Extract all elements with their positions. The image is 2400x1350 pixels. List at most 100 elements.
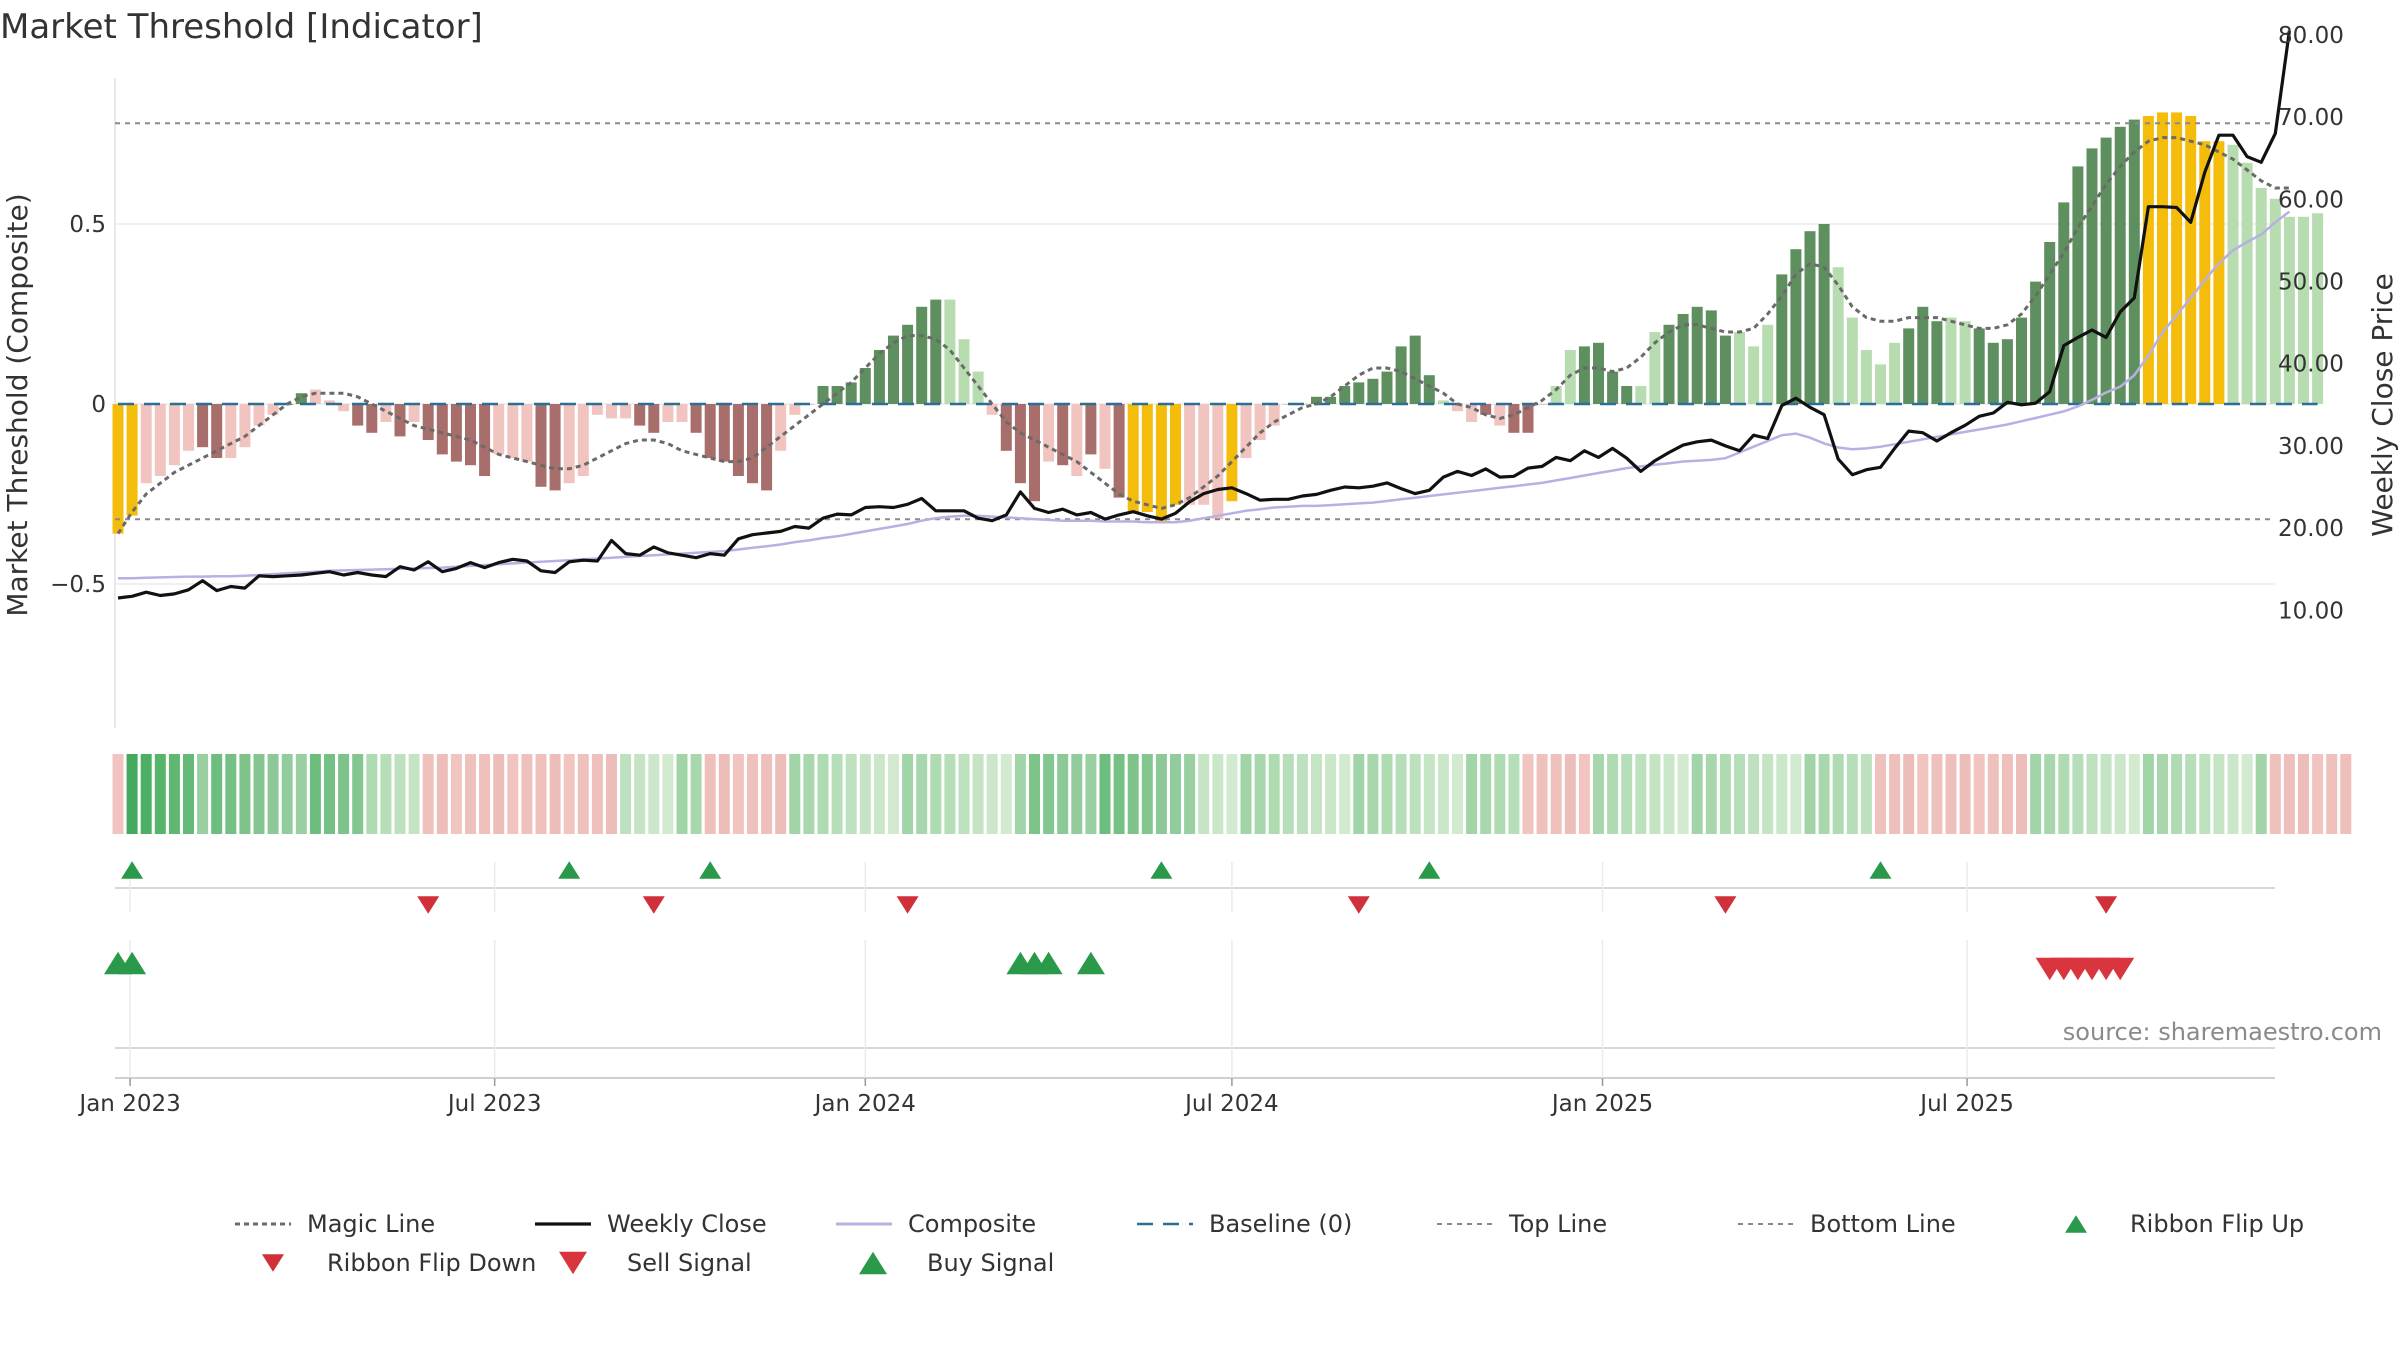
- ribbon-cell: [1522, 754, 1534, 834]
- x-tick-label: Jul 2024: [1183, 1091, 1279, 1117]
- ribbon-cell: [662, 754, 674, 834]
- ribbon-cell: [2142, 754, 2154, 834]
- ribbon-cell: [2157, 754, 2168, 834]
- ribbon-cell: [493, 754, 505, 834]
- ribbon-cell: [789, 754, 801, 834]
- y2-tick-label: 10.00: [2278, 598, 2344, 624]
- buy-signal-marker: [118, 951, 147, 975]
- composite-bar: [1790, 249, 1802, 404]
- composite-bar: [1141, 404, 1153, 512]
- ribbon-cell: [1677, 754, 1689, 834]
- ribbon-cell: [944, 754, 956, 834]
- composite-bar: [1395, 346, 1407, 404]
- ribbon-flip-down-marker: [1347, 896, 1370, 914]
- composite-bar: [648, 404, 660, 433]
- ribbon-cell: [1762, 754, 1774, 834]
- ribbon-cell: [577, 754, 589, 834]
- ribbon-cell: [817, 754, 829, 834]
- composite-bar: [2058, 202, 2070, 404]
- ribbon-cell: [1832, 754, 1844, 834]
- composite-bar: [2255, 188, 2267, 404]
- ribbon-cell: [1663, 754, 1675, 834]
- ribbon-cell: [859, 754, 871, 834]
- ribbon-cell: [479, 754, 491, 834]
- ribbon-cell: [521, 754, 533, 834]
- ribbon-cell: [972, 754, 984, 834]
- composite-bar: [1719, 335, 1731, 404]
- ribbon-cell: [648, 754, 660, 834]
- ribbon-cell: [1423, 754, 1435, 834]
- composite-bar: [2030, 281, 2042, 404]
- source-note: source: sharemaestro.com: [2063, 1018, 2382, 1046]
- legend-item-flipdown: Ribbon Flip Down: [262, 1249, 536, 1277]
- ribbon-cell: [2171, 754, 2183, 834]
- ribbon-cell: [2199, 754, 2211, 834]
- ribbon-cell: [1734, 754, 1745, 834]
- ribbon-cell: [1043, 754, 1055, 834]
- composite-bar: [140, 404, 152, 484]
- ribbon-cell: [324, 754, 335, 834]
- legend-label: Baseline (0): [1209, 1210, 1352, 1238]
- x-tick-label: Jan 2024: [813, 1091, 916, 1117]
- ribbon-cell: [1776, 754, 1788, 834]
- buy-signal-marker: [1076, 951, 1105, 975]
- composite-bar: [197, 404, 209, 448]
- ribbon-flip-down-marker: [2095, 896, 2118, 914]
- ribbon-cell: [253, 754, 265, 834]
- ribbon-cell: [507, 754, 519, 834]
- ribbon-flip-up-marker: [1418, 861, 1441, 879]
- ribbon-cell: [1719, 754, 1731, 834]
- magic-line: [116, 136, 2290, 535]
- ribbon-cell: [1268, 754, 1280, 834]
- composite-bar: [267, 404, 279, 415]
- ribbon-flip-down-marker: [896, 896, 919, 914]
- legend-swatch-flipdown: [262, 1254, 284, 1272]
- ribbon-flip-up-marker: [121, 861, 144, 879]
- composite-bar: [1113, 404, 1125, 498]
- ribbon-cell: [620, 754, 632, 834]
- composite-bar: [1099, 404, 1111, 469]
- ribbon-cell: [2298, 754, 2309, 834]
- composite-bar: [1029, 404, 1040, 502]
- ribbon-cell: [902, 754, 914, 834]
- ribbon-cell: [309, 754, 321, 834]
- composite-bar: [1677, 314, 1689, 404]
- composite-bar: [507, 404, 519, 458]
- ribbon-cell: [1437, 754, 1449, 834]
- ribbon-cell: [1113, 754, 1125, 834]
- composite-bar: [1522, 404, 1534, 433]
- ribbon-cell: [267, 754, 279, 834]
- composite-bar: [577, 404, 589, 476]
- composite-bar: [352, 404, 364, 426]
- ribbon-strip: [112, 754, 2352, 834]
- ribbon-cell: [747, 754, 758, 834]
- composite-bar: [718, 404, 730, 462]
- composite-bar: [775, 404, 787, 451]
- ribbon-cell: [1014, 754, 1026, 834]
- composite-bar: [1212, 404, 1224, 520]
- composite-bar: [1917, 306, 1929, 404]
- composite-bar: [2199, 141, 2211, 404]
- ribbon-cell: [1917, 754, 1929, 834]
- ribbon-cell: [2001, 754, 2013, 834]
- sell-signal-marker: [2106, 957, 2135, 981]
- composite-bar: [2128, 119, 2140, 404]
- ribbon-cell: [704, 754, 716, 834]
- ribbon-cell: [690, 754, 702, 834]
- ribbon-cell: [1705, 754, 1717, 834]
- ribbon-cell: [2072, 754, 2084, 834]
- legend-item-top: Top Line: [1437, 1210, 1607, 1238]
- composite-bar: [676, 404, 688, 422]
- composite-bar: [1705, 310, 1717, 404]
- legend-swatch-buy: [859, 1251, 887, 1275]
- composite-bar: [1987, 342, 1999, 404]
- composite-bar: [2114, 126, 2126, 405]
- composite-bar: [1875, 364, 1886, 404]
- composite-bar: [1635, 386, 1647, 404]
- composite-bar: [1931, 321, 1943, 404]
- ribbon-cell: [1155, 754, 1167, 834]
- ribbon-cell: [1184, 754, 1196, 834]
- ribbon-cell: [112, 754, 124, 834]
- composite-bar: [1071, 404, 1083, 476]
